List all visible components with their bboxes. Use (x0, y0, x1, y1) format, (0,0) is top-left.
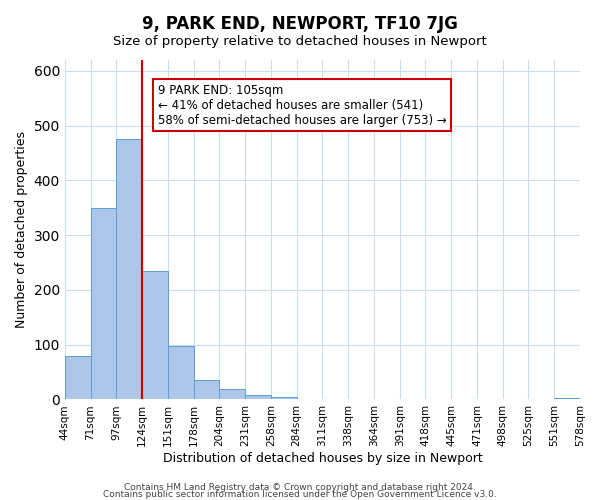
Bar (271, 396, 296, 400)
Bar (194, 380, 220, 400)
Y-axis label: Number of detached properties: Number of detached properties (15, 131, 28, 328)
Text: Size of property relative to detached houses in Newport: Size of property relative to detached ho… (113, 35, 487, 48)
Bar (91, 208, 116, 400)
Text: Contains public sector information licensed under the Open Government Licence v3: Contains public sector information licen… (103, 490, 497, 499)
Text: 9 PARK END: 105sqm
← 41% of detached houses are smaller (541)
58% of semi-detach: 9 PARK END: 105sqm ← 41% of detached hou… (158, 84, 446, 127)
X-axis label: Distribution of detached houses by size in Newport: Distribution of detached houses by size … (163, 452, 482, 465)
Bar (245, 395, 271, 400)
Text: 9, PARK END, NEWPORT, TF10 7JG: 9, PARK END, NEWPORT, TF10 7JG (142, 15, 458, 33)
Bar (220, 389, 245, 400)
Bar (554, 398, 580, 400)
Bar (142, 271, 168, 400)
Bar (65, 356, 91, 400)
Text: Contains HM Land Registry data © Crown copyright and database right 2024.: Contains HM Land Registry data © Crown c… (124, 484, 476, 492)
Bar (168, 346, 194, 400)
Bar (116, 140, 142, 400)
